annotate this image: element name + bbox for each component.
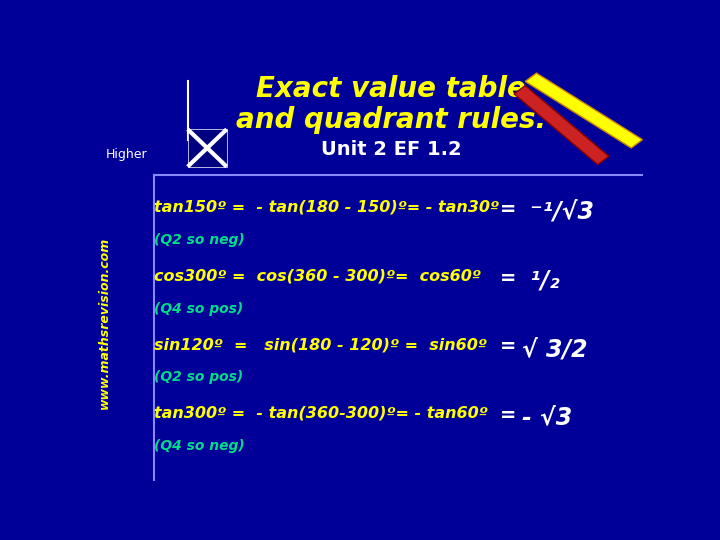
FancyBboxPatch shape bbox=[188, 129, 227, 167]
Text: =: = bbox=[500, 337, 516, 356]
Text: Unit 2 EF 1.2: Unit 2 EF 1.2 bbox=[321, 140, 462, 159]
Text: tan300º =  - tan(360-300)º= - tan60º: tan300º = - tan(360-300)º= - tan60º bbox=[154, 406, 488, 421]
Text: (Q2 so neg): (Q2 so neg) bbox=[154, 233, 245, 247]
Text: and quadrant rules.: and quadrant rules. bbox=[236, 106, 546, 134]
Text: ⁻¹/√3: ⁻¹/√3 bbox=[523, 200, 595, 224]
Text: √ 3/2: √ 3/2 bbox=[523, 337, 588, 361]
Text: (Q4 so neg): (Q4 so neg) bbox=[154, 439, 245, 453]
Text: =: = bbox=[500, 268, 516, 287]
Text: =: = bbox=[500, 200, 516, 219]
Polygon shape bbox=[514, 85, 609, 165]
Text: Exact value table: Exact value table bbox=[256, 75, 526, 103]
Text: www.mathsrevision.com: www.mathsrevision.com bbox=[97, 237, 110, 409]
Text: Higher: Higher bbox=[106, 148, 148, 161]
Text: - √3: - √3 bbox=[523, 406, 572, 430]
Text: cos300º =  cos(360 - 300)º=  cos60º: cos300º = cos(360 - 300)º= cos60º bbox=[154, 268, 481, 284]
Text: sin120º  =   sin(180 - 120)º =  sin60º: sin120º = sin(180 - 120)º = sin60º bbox=[154, 337, 487, 352]
Text: =: = bbox=[500, 406, 516, 425]
Text: ¹/₂: ¹/₂ bbox=[523, 268, 560, 293]
Text: (Q2 so pos): (Q2 so pos) bbox=[154, 370, 243, 384]
Text: (Q4 so pos): (Q4 so pos) bbox=[154, 302, 243, 316]
Polygon shape bbox=[526, 73, 642, 148]
Text: tan150º =  - tan(180 - 150)º= - tan30º: tan150º = - tan(180 - 150)º= - tan30º bbox=[154, 200, 499, 215]
